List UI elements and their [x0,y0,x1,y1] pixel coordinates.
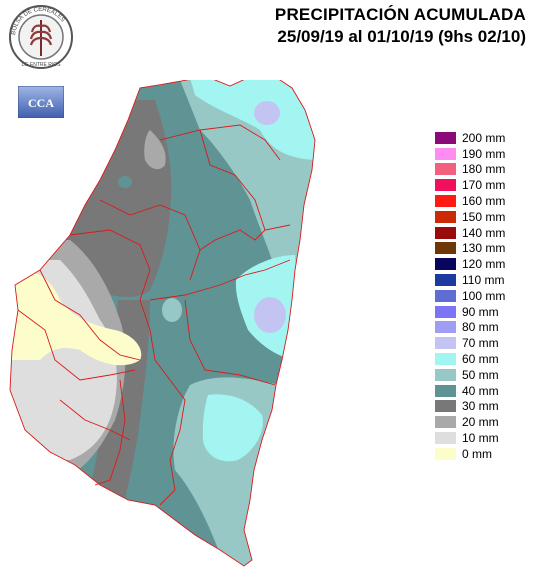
legend-swatch [434,162,457,177]
legend-label: 140 mm [462,225,506,240]
legend-item: 120 mm [434,256,505,272]
legend-item: 40 mm [434,383,505,399]
legend-swatch [434,352,457,367]
legend-swatch [434,209,457,224]
legend-swatch [434,304,457,319]
legend-label: 0 mm [462,446,492,461]
svg-text:CCA: CCA [28,96,54,110]
legend-label: 30 mm [462,399,499,414]
map-subtitle: 25/09/19 al 01/10/19 (9hs 02/10) [277,27,526,46]
legend-label: 150 mm [462,209,506,224]
legend-swatch [434,336,457,351]
legend-label: 90 mm [462,304,499,319]
legend-item: 10 mm [434,430,505,446]
legend-swatch [434,146,457,161]
legend-item: 60 mm [434,351,505,367]
cca-logo: CCA [18,86,64,118]
legend-label: 160 mm [462,194,506,209]
legend-item: 80 mm [434,320,505,336]
legend-item: 200 mm [434,130,505,146]
legend-label: 60 mm [462,352,499,367]
legend-swatch [434,446,457,461]
bolsa-cereales-logo: BOLSA DE CEREALES DE ENTRE RIOS [9,5,73,69]
legend-item: 150 mm [434,209,505,225]
legend-label: 100 mm [462,288,506,303]
legend-item: 20 mm [434,414,505,430]
rainfall-fill [10,80,315,566]
department-boundaries [9,80,316,567]
legend-swatch [434,194,457,209]
legend-swatch [434,415,457,430]
legend-label: 20 mm [462,415,499,430]
legend-swatch [434,399,457,414]
legend-item: 100 mm [434,288,505,304]
legend-label: 130 mm [462,241,506,256]
legend-item: 190 mm [434,146,505,162]
title-block: PRECIPITACIÓN ACUMULADA 25/09/19 al 01/1… [275,4,526,48]
legend-label: 120 mm [462,257,506,272]
legend-item: 0 mm [434,446,505,462]
precipitation-map [9,80,316,567]
legend-item: 50 mm [434,367,505,383]
legend-item: 170 mm [434,177,505,193]
legend-item: 180 mm [434,162,505,178]
legend-swatch [434,178,457,193]
legend-item: 30 mm [434,399,505,415]
legend-item: 90 mm [434,304,505,320]
legend-item: 140 mm [434,225,505,241]
legend-label: 70 mm [462,336,499,351]
legend-label: 110 mm [462,273,505,288]
legend-swatch [434,367,457,382]
legend-swatch [434,225,457,240]
legend-label: 10 mm [462,431,499,446]
legend-swatch [434,288,457,303]
legend-label: 40 mm [462,383,499,398]
legend-swatch [434,320,457,335]
legend-label: 50 mm [462,367,499,382]
legend-swatch [434,241,457,256]
legend-label: 200 mm [462,130,506,145]
legend-swatch [434,431,457,446]
legend-item: 130 mm [434,241,505,257]
legend-item: 110 mm [434,272,505,288]
legend-label: 170 mm [462,178,506,193]
legend-swatch [434,383,457,398]
map-title: PRECIPITACIÓN ACUMULADA [274,5,526,24]
legend-swatch [434,273,457,288]
legend-label: 180 mm [462,162,506,177]
legend-swatch [434,257,457,272]
legend-label: 80 mm [462,320,499,335]
legend-label: 190 mm [462,146,506,161]
legend: 200 mm 190 mm 180 mm 170 mm 160 mm 150 m… [434,130,505,462]
svg-text:DE ENTRE RIOS: DE ENTRE RIOS [22,62,62,68]
legend-item: 160 mm [434,193,505,209]
legend-item: 70 mm [434,335,505,351]
legend-swatch [434,130,457,145]
